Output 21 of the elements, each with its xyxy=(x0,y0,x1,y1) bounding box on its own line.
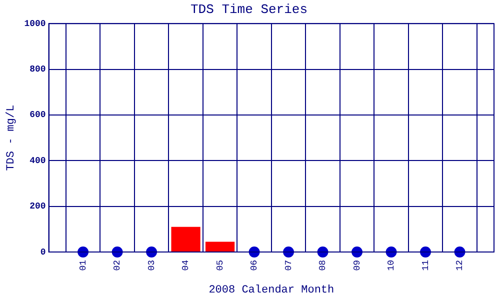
y-tick-label: 600 xyxy=(30,110,46,120)
x-tick-label: 08 xyxy=(318,260,328,271)
x-tick-label: 09 xyxy=(352,260,362,271)
x-tick-label: 04 xyxy=(181,260,192,271)
y-tick-label: 1000 xyxy=(24,18,46,29)
x-tick-label: 01 xyxy=(78,260,88,271)
y-axis-title: TDS - mg/L xyxy=(6,104,18,171)
chart-title: TDS Time Series xyxy=(190,2,308,18)
x-tick-label: 12 xyxy=(455,260,466,271)
x-tick-label: 06 xyxy=(250,260,260,271)
x-tick-label: 10 xyxy=(386,260,397,271)
y-tick-label: 800 xyxy=(30,64,46,75)
y-tick-label: 200 xyxy=(30,202,46,212)
x-tick-label: 07 xyxy=(284,260,294,271)
x-tick-label: 11 xyxy=(420,260,431,271)
x-tick-label: 03 xyxy=(146,260,157,271)
x-tick-label: 05 xyxy=(215,260,226,271)
x-axis-title: 2008 Calendar Month xyxy=(208,284,334,296)
y-tick-label: 400 xyxy=(30,156,46,166)
y-tick-label: 0 xyxy=(40,247,46,258)
x-tick-label: 02 xyxy=(112,260,123,271)
